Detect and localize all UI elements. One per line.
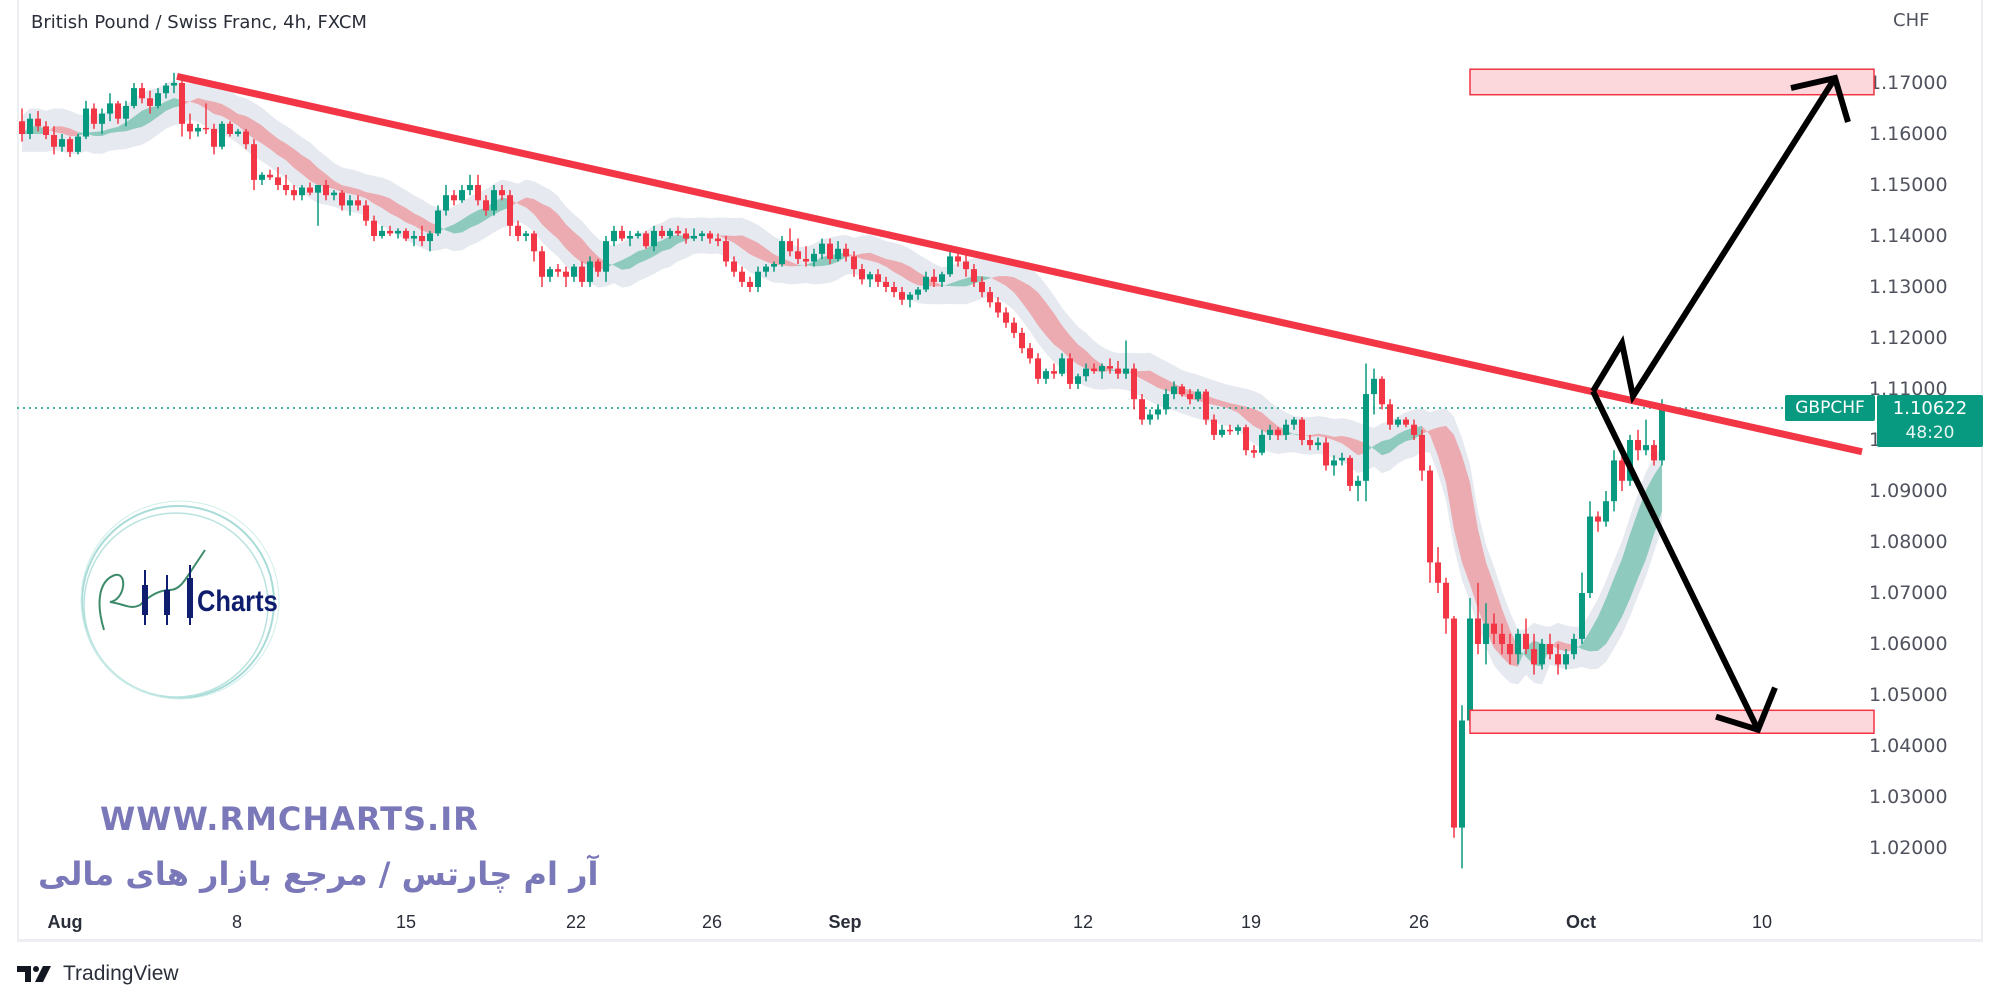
price-tick: 1.07000 [1869, 582, 1948, 604]
price-tick: 1.09000 [1869, 480, 1948, 502]
price-tick: 1.17000 [1869, 72, 1948, 94]
trendline[interactable] [176, 72, 1863, 456]
price-tick: 1.05000 [1869, 684, 1948, 706]
time-tick: Aug [47, 912, 83, 932]
chart-frame [17, 0, 1983, 942]
price-tick: 1.13000 [1869, 276, 1948, 298]
lower-target-zone[interactable] [1469, 709, 1875, 734]
arrowhead-down-icon [1715, 686, 1778, 734]
time-tick: 10 [1751, 912, 1773, 932]
price-tick: 1.14000 [1869, 225, 1948, 247]
bearish-scenario-arrow[interactable] [1590, 389, 1761, 731]
price-tick: 1.16000 [1869, 123, 1948, 145]
time-tick: Sep [828, 912, 862, 932]
watermark-site: WWW.RMCHARTS.IR [100, 800, 479, 838]
rm-charts-logo [80, 500, 280, 700]
price-tick: 1.02000 [1869, 837, 1948, 859]
symbol-price-tag: GBPCHF [1785, 395, 1875, 421]
time-tick: 19 [1240, 912, 1262, 932]
price-tick: 1.12000 [1869, 327, 1948, 349]
arrowhead-up-icon [1790, 74, 1851, 123]
time-tick: 12 [1072, 912, 1094, 932]
tradingview-branding[interactable]: TradingView [17, 962, 179, 986]
price-scale-currency: CHF [1893, 10, 1930, 31]
logo-wordmark: Charts [197, 585, 278, 618]
price-tick: 1.08000 [1869, 531, 1948, 553]
chart-title: British Pound / Swiss Franc, 4h, FXCM [31, 12, 367, 33]
price-tick: 1.04000 [1869, 735, 1948, 757]
tradingview-label: TradingView [63, 962, 179, 985]
bar-countdown: 48:20 [1905, 423, 1955, 443]
last-price-value: 1.10622 [1892, 398, 1968, 419]
price-tick: 1.06000 [1869, 633, 1948, 655]
candlestick-series [19, 72, 1665, 869]
price-tick: 1.15000 [1869, 174, 1948, 196]
bullish-scenario-arrow[interactable] [1590, 76, 1838, 405]
drawing-annotations[interactable] [176, 68, 1875, 734]
time-tick: 26 [701, 912, 723, 932]
time-tick: 8 [231, 912, 243, 932]
time-tick: 15 [395, 912, 417, 932]
time-tick: Oct [1565, 912, 1597, 932]
time-tick: 22 [565, 912, 587, 932]
tradingview-logo-icon [17, 966, 51, 982]
time-tick: 26 [1408, 912, 1430, 932]
last-price-tag: 1.10622 48:20 [1877, 395, 1983, 447]
price-tick: 1.11000 [1869, 378, 1948, 400]
watermark-tagline: آر ام چارتس / مرجع بازار های مالی [38, 855, 599, 893]
price-tick: 1.03000 [1869, 786, 1948, 808]
